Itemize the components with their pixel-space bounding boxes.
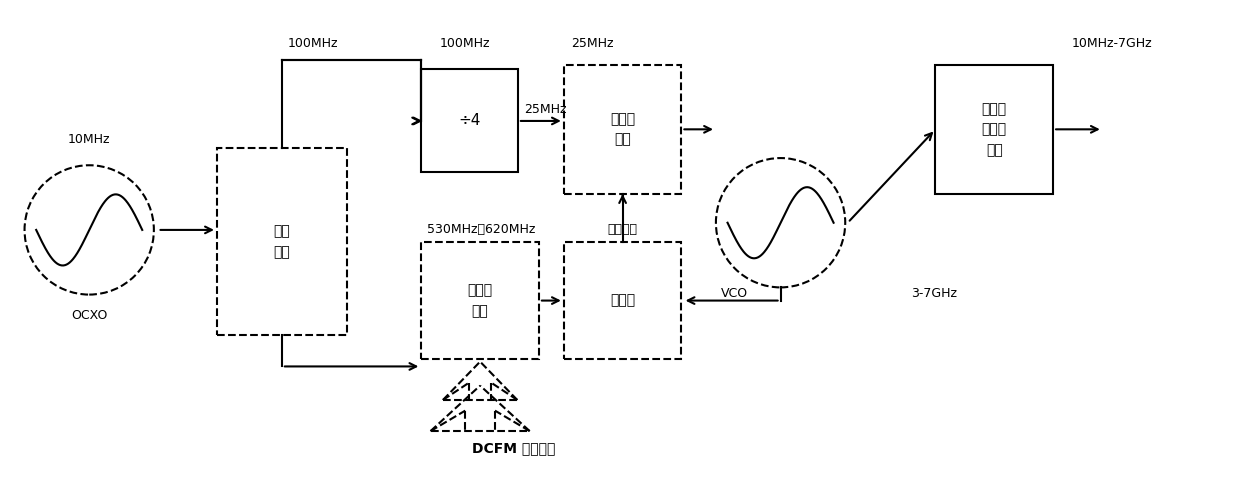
Text: 3-7GHz: 3-7GHz (911, 287, 957, 300)
Text: 基波环
单元: 基波环 单元 (610, 112, 636, 147)
Bar (217, 148, 347, 335)
Text: 100MHz: 100MHz (287, 37, 338, 50)
Text: ÷4: ÷4 (458, 114, 481, 128)
Text: 中频信号: 中频信号 (607, 223, 637, 237)
Text: 25MHz: 25MHz (571, 37, 613, 50)
Text: 参考
单元: 参考 单元 (274, 225, 290, 259)
Text: 10MHz: 10MHz (68, 133, 110, 146)
Text: DCFM 调谐数据: DCFM 调谐数据 (472, 441, 556, 455)
Text: 10MHz-7GHz: 10MHz-7GHz (1072, 37, 1152, 50)
Text: 25MHz: 25MHz (524, 103, 566, 116)
Bar (935, 65, 1053, 194)
Text: VCO: VCO (721, 287, 748, 300)
Bar (564, 242, 681, 359)
Text: 小数环
单元: 小数环 单元 (467, 283, 493, 318)
Bar (564, 65, 681, 194)
Text: 分频倍
频通道
单元: 分频倍 频通道 单元 (981, 102, 1007, 157)
Text: OCXO: OCXO (71, 309, 108, 322)
Text: 取样器: 取样器 (610, 294, 636, 308)
Bar (421, 242, 539, 359)
Bar (421, 69, 518, 172)
Text: 530MHz～620MHz: 530MHz～620MHz (427, 223, 535, 237)
Text: 100MHz: 100MHz (440, 37, 491, 50)
